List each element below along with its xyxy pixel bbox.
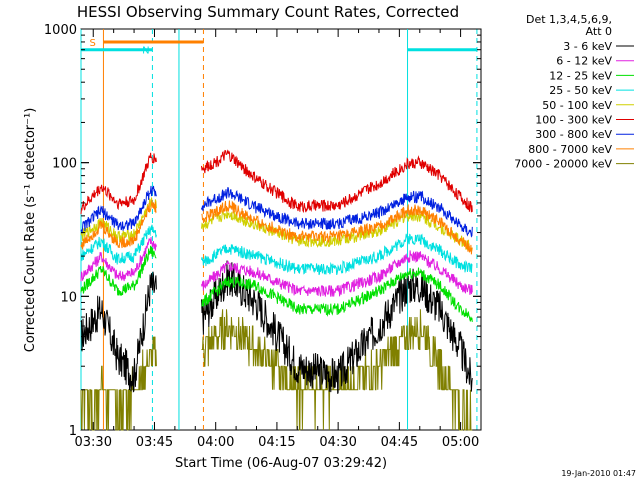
y-axis-label: Corrected Count Rate (s⁻¹ detector⁻¹) [23, 108, 38, 353]
x-axis-label: Start Time (06-Aug-07 03:29:42) [175, 456, 387, 471]
x-axis-ticks: 03:30 03:45 04:00 04:15 04:30 04:45 05:00 [75, 29, 479, 450]
x-tick-label: 03:45 [136, 435, 173, 450]
legend-header-line: Att 0 [586, 25, 612, 38]
legend-entry-label: 300 - 800 keV [535, 128, 612, 141]
legend-entry-label: 50 - 100 keV [542, 99, 612, 112]
x-tick-label: 04:45 [381, 435, 418, 450]
chart-title: HESSI Observing Summary Count Rates, Cor… [77, 3, 459, 21]
legend-entry-label: 800 - 7000 keV [528, 143, 612, 156]
y-tick-label: 10 [60, 290, 77, 305]
y-axis-ticks: 1 10 100 1000 [44, 23, 481, 439]
series-line-8 [80, 309, 473, 431]
y-tick-label: 1000 [44, 23, 77, 38]
legend: Det 1,3,4,5,6,9,Att 0 3 - 6 keV 6 - 12 keV… [514, 13, 634, 171]
series-line-4 [80, 197, 473, 252]
series-line-5 [80, 149, 473, 215]
legend-entry-label: 7000 - 20000 keV [514, 158, 612, 171]
x-tick-label: 04:15 [258, 435, 295, 450]
y-tick-label: 1 [69, 424, 77, 439]
legend-entry-label: 12 - 25 keV [549, 69, 612, 82]
x-tick-label: 04:30 [319, 435, 356, 450]
x-tick-label: 03:30 [75, 435, 112, 450]
time-annotations: SN [81, 38, 477, 57]
series-line-2 [80, 245, 473, 322]
legend-entry-label: 25 - 50 keV [549, 84, 612, 97]
series-line-6 [80, 185, 473, 238]
annotation-label-0: S [89, 38, 95, 49]
annotation-label-1: N [142, 46, 149, 57]
legend-entry-label: 6 - 12 keV [556, 55, 612, 68]
series-line-3 [80, 224, 473, 276]
timestamp: 19-Jan-2010 01:47 [561, 469, 636, 478]
legend-entry-label: 100 - 300 keV [535, 114, 612, 127]
x-tick-label: 04:00 [197, 435, 234, 450]
series-lines [80, 149, 473, 431]
x-tick-label: 05:00 [442, 435, 479, 450]
legend-header-line: Det 1,3,4,5,6,9, [526, 13, 612, 26]
series-line-1 [80, 237, 473, 297]
y-tick-label: 100 [52, 157, 77, 172]
series-line-7 [80, 199, 473, 255]
series-line-0 [80, 260, 473, 394]
legend-entry-label: 3 - 6 keV [563, 40, 612, 53]
